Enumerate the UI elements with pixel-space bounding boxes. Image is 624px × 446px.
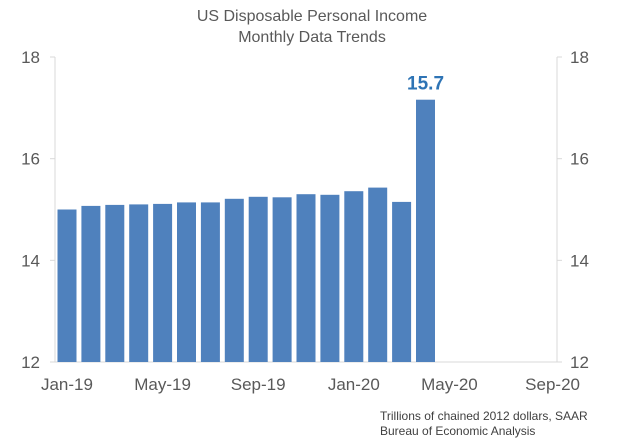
y-tick-label-left: 12 xyxy=(21,353,40,372)
source-credit: Bureau of Economic Analysis xyxy=(380,424,536,438)
bar xyxy=(105,204,125,362)
bar xyxy=(129,204,149,362)
x-tick-label: Sep-20 xyxy=(525,375,580,394)
bar xyxy=(272,197,292,362)
bar xyxy=(320,194,340,362)
bar xyxy=(153,203,173,362)
bar xyxy=(200,202,220,362)
bar xyxy=(177,202,196,362)
chart-title-line-2: Monthly Data Trends xyxy=(238,29,386,46)
y-tick-label-right: 16 xyxy=(570,150,589,169)
chart-title: US Disposable Personal Income Monthly Da… xyxy=(0,6,624,48)
y-tick-label-left: 14 xyxy=(21,251,40,270)
chart-title-line-1: US Disposable Personal Income xyxy=(196,8,428,25)
y-tick-label-left: 18 xyxy=(21,48,40,67)
units-note: Trillions of chained 2012 dollars, SAAR xyxy=(380,409,588,423)
bar xyxy=(224,198,244,362)
bar xyxy=(57,209,77,362)
x-tick-label: Sep-19 xyxy=(231,375,286,394)
x-tick-label: Jan-20 xyxy=(328,375,380,394)
bar xyxy=(416,99,435,362)
bar xyxy=(248,196,268,362)
bar xyxy=(368,187,388,362)
source-note: Trillions of chained 2012 dollars, SAAR … xyxy=(380,409,588,439)
bar xyxy=(344,191,364,362)
y-tick-label-right: 18 xyxy=(570,48,589,67)
data-label: 15.7 xyxy=(407,74,444,95)
bar xyxy=(81,205,101,362)
bar xyxy=(296,194,316,362)
y-tick-label-right: 12 xyxy=(570,353,589,372)
bar xyxy=(392,201,412,362)
x-tick-label: Jan-19 xyxy=(41,375,93,394)
y-tick-label-left: 16 xyxy=(21,150,40,169)
x-tick-label: May-19 xyxy=(134,375,191,394)
y-tick-label-right: 14 xyxy=(570,251,589,270)
x-tick-label: May-20 xyxy=(421,375,478,394)
